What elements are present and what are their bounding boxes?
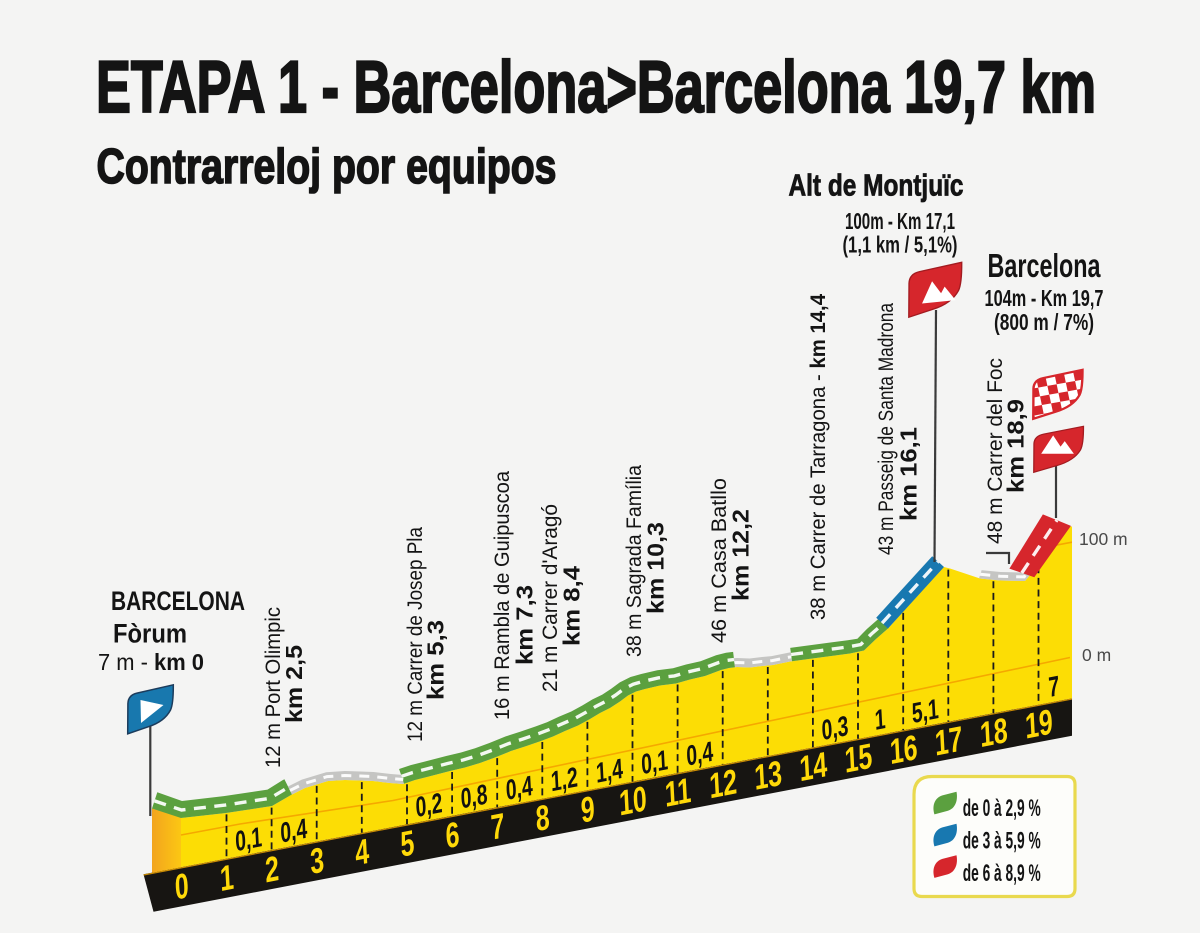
svg-text:0,4: 0,4 xyxy=(505,770,534,807)
svg-text:13: 13 xyxy=(753,752,783,798)
svg-text:12 m Port Olimpic: 12 m Port Olimpic xyxy=(262,607,285,768)
svg-text:BARCELONA: BARCELONA xyxy=(111,586,245,616)
svg-text:12 m Carrer de Josep Pla: 12 m Carrer de Josep Pla xyxy=(404,527,427,742)
svg-text:(1,1 km / 5,1%): (1,1 km / 5,1%) xyxy=(843,232,958,258)
svg-text:7: 7 xyxy=(1048,671,1060,704)
svg-text:12: 12 xyxy=(708,761,738,807)
svg-text:15: 15 xyxy=(844,735,874,781)
svg-text:km 18,9: km 18,9 xyxy=(1003,399,1029,493)
svg-text:de 3 à 5,9 %: de 3 à 5,9 % xyxy=(963,828,1041,855)
svg-text:0,3: 0,3 xyxy=(821,711,849,748)
svg-text:0 m: 0 m xyxy=(1082,645,1111,665)
svg-text:48 m Carrer del Foc: 48 m Carrer del Foc xyxy=(984,358,1007,544)
svg-text:21 m Carrer d'Aragó: 21 m Carrer d'Aragó xyxy=(539,504,562,692)
svg-text:38 m Carrer de Tarragona - km: 38 m Carrer de Tarragona - km 14,4 xyxy=(807,294,830,620)
svg-text:16 m Rambla de Guipuscoa: 16 m Rambla de Guipuscoa xyxy=(491,471,514,720)
svg-text:46 m Casa Batllo: 46 m Casa Batllo xyxy=(708,478,731,643)
svg-text:7: 7 xyxy=(490,805,506,848)
svg-text:de 0 à 2,9 %: de 0 à 2,9 % xyxy=(963,795,1041,822)
svg-text:104m - Km 19,7: 104m - Km 19,7 xyxy=(985,285,1104,311)
svg-text:Alt de Montjuïc: Alt de Montjuïc xyxy=(789,168,964,203)
svg-text:5: 5 xyxy=(399,822,415,865)
svg-text:8: 8 xyxy=(535,796,551,839)
svg-text:0,2: 0,2 xyxy=(415,788,443,825)
svg-text:0,1: 0,1 xyxy=(234,822,262,859)
svg-text:Fòrum: Fòrum xyxy=(113,619,187,649)
svg-text:14: 14 xyxy=(798,744,828,790)
svg-text:km 2,5: km 2,5 xyxy=(281,645,307,723)
svg-text:km 10,3: km 10,3 xyxy=(643,522,669,614)
svg-text:0: 0 xyxy=(174,865,190,908)
svg-text:0,4: 0,4 xyxy=(280,813,309,850)
svg-text:17: 17 xyxy=(934,718,964,764)
svg-text:km 7,3: km 7,3 xyxy=(512,585,538,665)
svg-text:7 m - km 0: 7 m - km 0 xyxy=(98,649,204,675)
svg-text:2: 2 xyxy=(264,848,280,891)
svg-text:5,1: 5,1 xyxy=(911,694,939,731)
svg-text:38 m Sagrada Família: 38 m Sagrada Família xyxy=(623,465,646,657)
svg-text:1,4: 1,4 xyxy=(595,753,624,790)
svg-text:de 6 à 8,9 %: de 6 à 8,9 % xyxy=(963,860,1041,887)
svg-text:km 8,4: km 8,4 xyxy=(559,566,585,646)
svg-text:10: 10 xyxy=(618,778,648,824)
svg-text:Barcelona: Barcelona xyxy=(988,247,1101,284)
svg-text:6: 6 xyxy=(445,813,461,856)
svg-text:100 m: 100 m xyxy=(1079,529,1128,549)
svg-text:km 5,3: km 5,3 xyxy=(423,620,449,700)
svg-text:km 12,2: km 12,2 xyxy=(728,509,754,601)
svg-text:16: 16 xyxy=(889,727,919,773)
svg-text:(800 m / 7%): (800 m / 7%) xyxy=(994,309,1094,335)
svg-text:9: 9 xyxy=(580,788,596,831)
svg-text:100m - Km 17,1: 100m - Km 17,1 xyxy=(845,208,955,234)
svg-text:ETAPA 1 - Barcelona>Barcelona: ETAPA 1 - Barcelona>Barcelona 19,7 km xyxy=(96,47,1096,128)
svg-text:4: 4 xyxy=(354,831,370,874)
svg-text:0,4: 0,4 xyxy=(686,736,715,773)
svg-text:18: 18 xyxy=(979,710,1009,756)
svg-text:1: 1 xyxy=(874,704,886,737)
svg-text:11: 11 xyxy=(664,770,692,815)
svg-text:0,8: 0,8 xyxy=(460,779,488,816)
svg-text:3: 3 xyxy=(309,839,325,882)
svg-text:km 16,1: km 16,1 xyxy=(896,427,922,521)
svg-text:1: 1 xyxy=(219,856,235,899)
svg-text:0,1: 0,1 xyxy=(640,745,668,782)
svg-text:Contrarreloj por equipos: Contrarreloj por equipos xyxy=(97,140,557,194)
svg-text:1,2: 1,2 xyxy=(550,762,578,799)
svg-text:19: 19 xyxy=(1024,701,1054,747)
svg-text:43 m Passeig de Santa Madrona: 43 m Passeig de Santa Madrona xyxy=(875,303,898,555)
